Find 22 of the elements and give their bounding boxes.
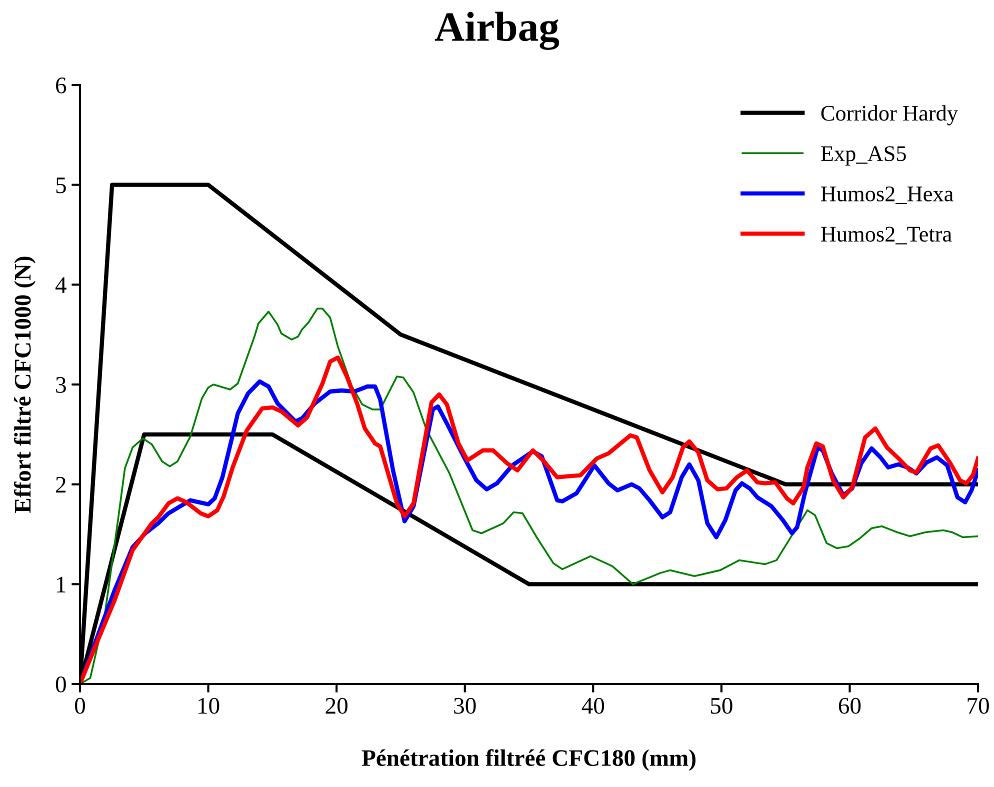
y-tick-label: 6 (56, 78, 66, 94)
y-tick-label: 5 (56, 178, 66, 194)
x-tick-label: 30 (454, 698, 476, 714)
y-axis-title: Effort filtré CFC1000 (N) (14, 256, 36, 513)
x-tick-label: 10 (198, 698, 220, 714)
x-tick-label: 70 (968, 698, 989, 714)
legend-label: Humos2_Tetra (821, 226, 952, 244)
y-tick-label: 0 (56, 676, 66, 692)
x-tick-label: 50 (710, 698, 732, 714)
y-tick-label: 1 (57, 576, 66, 592)
legend-label: Humos2_Hexa (821, 186, 954, 204)
chart-title: Airbag (434, 12, 560, 50)
x-tick-label: 40 (582, 698, 604, 714)
legend-label: Corridor Hardy (821, 105, 958, 126)
x-tick-label: 0 (74, 698, 86, 714)
y-tick-label: 2 (56, 476, 66, 493)
legend-label: Exp_AS5 (821, 146, 906, 166)
x-tick-label: 20 (326, 698, 348, 714)
x-axis-title: Pénétration filtréé CFC180 (mm) (362, 749, 696, 771)
y-tick-label: 3 (56, 377, 66, 393)
y-tick-label: 4 (55, 277, 66, 293)
x-tick-label: 60 (838, 698, 861, 714)
